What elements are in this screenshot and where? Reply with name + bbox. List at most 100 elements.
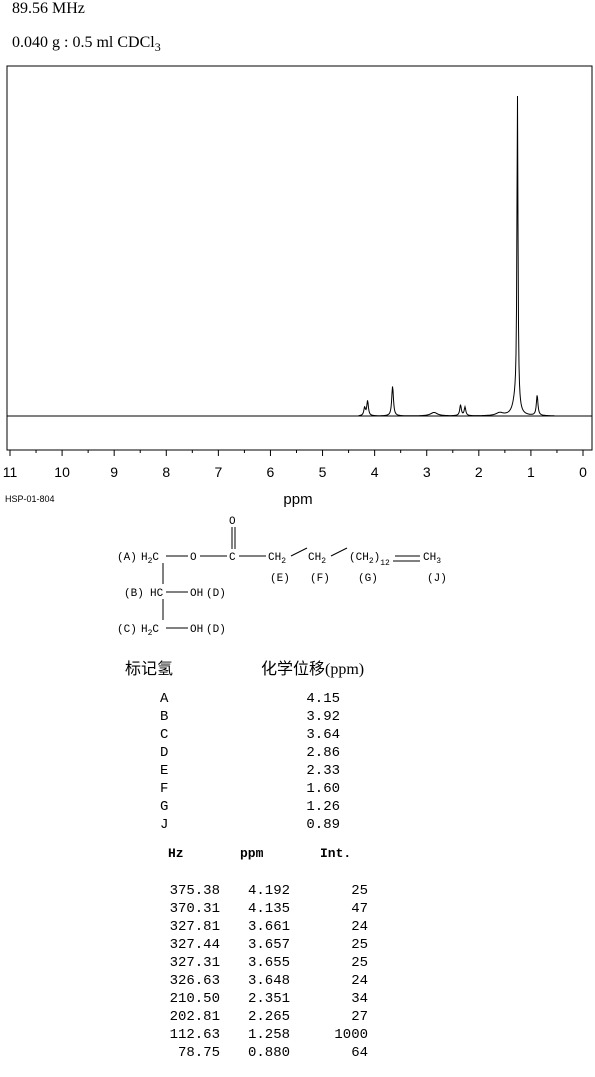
peak-intensity: 25 <box>351 955 368 971</box>
peak-hz: 375.38 <box>169 883 220 899</box>
peak-intensity: 27 <box>351 1009 368 1025</box>
peak-hz: 202.81 <box>169 1009 220 1025</box>
spectrometer-frequency: 89.56 MHz <box>12 0 85 17</box>
peak-hz: 78.75 <box>177 1045 220 1061</box>
peak-row: 78.75 0.880 64 <box>150 1044 368 1062</box>
peak-ppm: 3.648 <box>247 973 290 989</box>
x-tick-label: 10 <box>54 464 70 480</box>
label-f: (F) <box>310 573 330 585</box>
peak-hz: 327.81 <box>169 919 220 935</box>
x-axis-tick-labels: 11 10 9 8 7 6 5 4 3 2 1 0 <box>3 464 587 480</box>
peak-table: 375.38 4.192 25 370.31 4.135 47 327.81 3.661 24 3… <box>150 882 368 1062</box>
spectrum-trace <box>7 95 592 417</box>
atom-c-carbonyl: C <box>229 552 236 564</box>
assignment-label: C <box>160 727 169 743</box>
atom-h2c-c: H2C <box>141 624 159 638</box>
peak-ppm: 4.135 <box>247 901 290 917</box>
peak-row: 370.31 4.135 47 <box>150 900 368 918</box>
atom-oh-c: OH <box>190 624 203 636</box>
peak-row: 327.81 3.661 24 <box>150 918 368 936</box>
assignment-table: A 4.15 B 3.92 C 3.64 D 2.86 E 2.33 F 1.60 G 1.26 J 0.89 <box>160 690 340 834</box>
x-tick-label: 5 <box>319 464 327 480</box>
sample-text: 0.040 g : 0.5 ml CDCl <box>12 34 155 51</box>
label-j: (J) <box>427 573 447 585</box>
atom-oh-b: OH <box>190 588 203 600</box>
label-e: (E) <box>270 573 290 585</box>
peak-intensity: 25 <box>351 883 368 899</box>
assignment-row: A 4.15 <box>160 690 340 708</box>
label-g: (G) <box>358 573 378 585</box>
peak-intensity: 25 <box>351 937 368 953</box>
assignment-shift: 2.86 <box>306 745 340 761</box>
peak-intensity: 47 <box>351 901 368 917</box>
x-tick-label: 1 <box>527 464 535 480</box>
peak-row: 202.81 2.265 27 <box>150 1008 368 1026</box>
label-c: (C) <box>117 624 137 636</box>
label-b: (B) <box>124 588 144 600</box>
atom-ch3-j: CH3 <box>423 552 441 566</box>
peak-row: 326.63 3.648 24 <box>150 972 368 990</box>
assignment-shift: 4.15 <box>306 691 340 707</box>
assignment-label: A <box>160 691 169 707</box>
assignment-label: G <box>160 799 169 815</box>
peak-ppm: 4.192 <box>247 883 290 899</box>
assign-header-shift: 化学位移(ppm) <box>261 661 365 678</box>
label-a: (A) <box>117 552 137 564</box>
peak-ppm: 3.657 <box>247 937 290 953</box>
header-ppm: ppm <box>240 846 264 861</box>
assignment-row: C 3.64 <box>160 726 340 744</box>
assignment-label: D <box>160 745 169 761</box>
assignment-label: E <box>160 763 169 779</box>
x-tick-label: 9 <box>110 464 118 480</box>
assignment-shift: 1.60 <box>306 781 340 797</box>
assign-header-label: 标记氢 <box>125 661 174 678</box>
label-d2: (D) <box>206 624 226 636</box>
peak-hz: 327.31 <box>169 955 220 971</box>
atom-o-carbonyl: O <box>229 516 236 528</box>
atom-ch2-g: (CH2)12 <box>349 552 390 568</box>
peak-row: 375.38 4.192 25 <box>150 882 368 900</box>
atom-o-ester: O <box>190 552 197 564</box>
header-hz: Hz <box>168 846 184 861</box>
molecular-structure: (A) H2C O C O CH2 CH2 (CH2)12 CH3 (E) (F… <box>117 516 447 638</box>
peak-intensity: 24 <box>351 973 368 989</box>
x-axis-label: ppm <box>283 491 312 508</box>
peak-ppm: 3.661 <box>247 919 290 935</box>
peak-ppm: 0.880 <box>247 1045 290 1061</box>
atom-h2c-a: H2C <box>141 552 159 566</box>
peak-hz: 326.63 <box>169 973 220 989</box>
assignment-label: J <box>160 817 169 833</box>
spectrum-code: HSP-01-804 <box>5 494 55 504</box>
atom-hc-b: HC <box>150 588 164 600</box>
assignment-row: D 2.86 <box>160 744 340 762</box>
assignment-row: E 2.33 <box>160 762 340 780</box>
label-d1: (D) <box>206 588 226 600</box>
header-int: Int. <box>320 846 352 861</box>
x-tick-label: 0 <box>579 464 587 480</box>
peak-intensity: 24 <box>351 919 368 935</box>
peak-hz: 112.63 <box>169 1027 220 1043</box>
x-tick-label: 6 <box>267 464 275 480</box>
x-tick-label: 2 <box>475 464 483 480</box>
peak-intensity: 64 <box>351 1045 368 1061</box>
atom-ch2-f: CH2 <box>308 552 326 566</box>
bond <box>290 547 308 557</box>
peak-row: 327.44 3.657 25 <box>150 936 368 954</box>
x-tick-label: 8 <box>162 464 170 480</box>
assignment-row: J 0.89 <box>160 816 340 834</box>
peak-ppm: 2.351 <box>247 991 290 1007</box>
peak-hz: 327.44 <box>169 937 220 953</box>
peak-hz: 370.31 <box>169 901 220 917</box>
x-axis-ticks <box>9 450 584 456</box>
nmr-spectrum-chart: 11 10 9 8 7 6 5 4 3 2 1 0 ppm <box>3 65 593 508</box>
assignment-row: F 1.60 <box>160 780 340 798</box>
peak-row: 210.50 2.351 34 <box>150 990 368 1008</box>
plot-frame <box>6 65 593 451</box>
assignment-shift: 1.26 <box>306 799 340 815</box>
atom-ch2-e: CH2 <box>268 552 286 566</box>
peak-row: 112.63 1.258 1000 <box>150 1026 368 1044</box>
sample-concentration: 0.040 g : 0.5 ml CDCl3 <box>12 34 161 55</box>
peak-row: 327.31 3.655 25 <box>150 954 368 972</box>
x-tick-label: 11 <box>3 464 18 480</box>
assignment-row: G 1.26 <box>160 798 340 816</box>
